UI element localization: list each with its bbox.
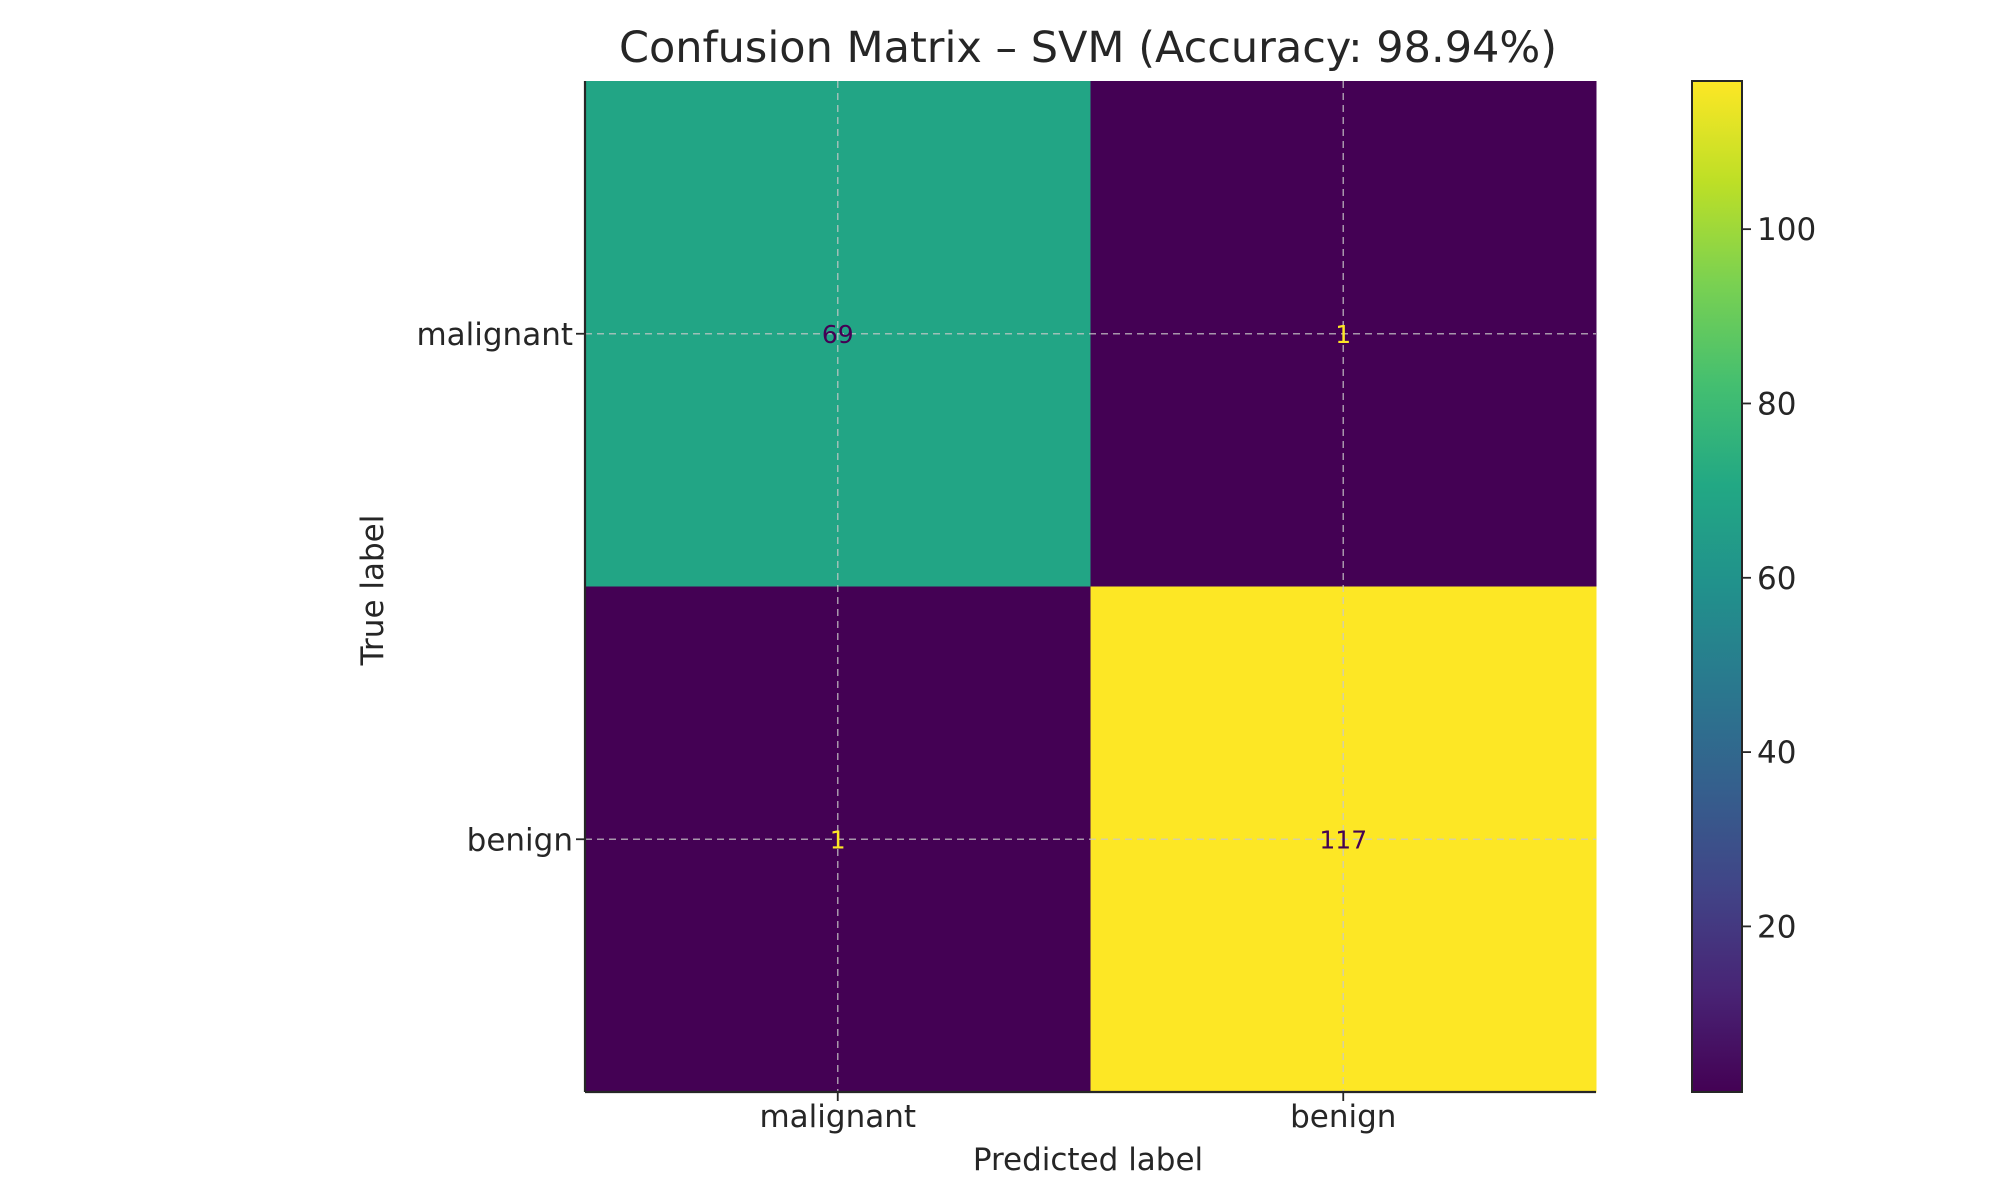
- y-tick-label: benign: [467, 822, 573, 858]
- cell-value-label: 1: [830, 825, 846, 854]
- colorbar-tick-label: 60: [1757, 561, 1796, 597]
- colorbar-gradient: [1691, 80, 1743, 1093]
- axes: malignant benign malignant benign: [416, 81, 1596, 1135]
- heatmap-cells: [585, 81, 1597, 1093]
- colorbar: 20 40 60 80 100: [1691, 80, 1816, 1093]
- y-tick-label: malignant: [416, 317, 573, 353]
- cell-value-labels: 69 1 1 117: [822, 320, 1367, 855]
- x-axis-label: Predicted label: [973, 1142, 1203, 1178]
- chart-title: Confusion Matrix – SVM (Accuracy: 98.94%…: [619, 23, 1557, 73]
- cell-value-label: 69: [822, 320, 854, 349]
- x-tick-label: benign: [1290, 1099, 1396, 1135]
- grid-lines: [585, 81, 1596, 1092]
- y-axis-label: True label: [355, 515, 391, 667]
- colorbar-tick-label: 20: [1757, 909, 1796, 945]
- x-tick-label: malignant: [759, 1099, 916, 1135]
- colorbar-tick-label: 100: [1757, 212, 1816, 248]
- cell-value-label: 117: [1319, 825, 1367, 854]
- colorbar-tick-label: 40: [1757, 735, 1796, 771]
- colorbar-tick-label: 80: [1757, 386, 1796, 422]
- cell-value-label: 1: [1335, 320, 1351, 349]
